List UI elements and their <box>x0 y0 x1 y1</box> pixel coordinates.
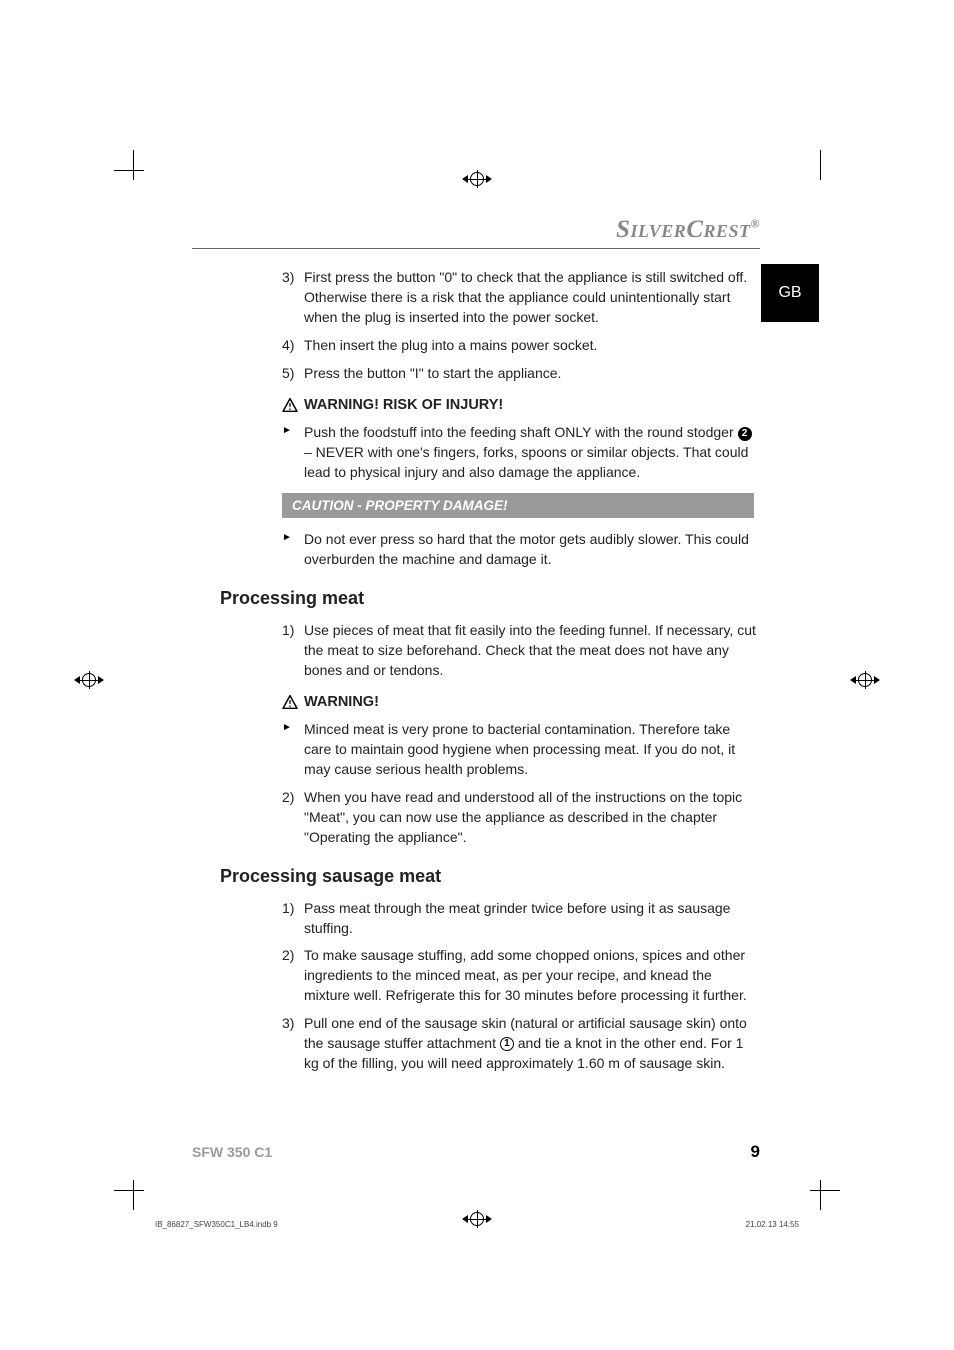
warning-list: Push the foodstuff into the feeding shaf… <box>282 423 758 483</box>
brand-logo: SilverCrest® <box>616 216 760 244</box>
warning-triangle-icon <box>282 398 298 412</box>
instruction-list: 1)Use pieces of meat that fit easily int… <box>282 621 758 681</box>
list-item: Push the foodstuff into the feeding shaf… <box>282 423 758 483</box>
list-item: 2)To make sausage stuffing, add some cho… <box>282 946 758 1006</box>
language-tab-label: GB <box>778 284 801 302</box>
crop-mark <box>114 170 144 171</box>
page: SilverCrest® GB 3)First press the button… <box>0 0 954 1350</box>
crop-mark <box>810 1190 840 1191</box>
section-heading: Processing sausage meat <box>220 866 758 887</box>
warning-heading: WARNING! RISK OF INJURY! <box>282 397 758 413</box>
crop-mark <box>133 150 134 180</box>
list-item: 5)Press the button "I" to start the appl… <box>282 364 758 384</box>
circled-number-icon: 2 <box>738 427 752 441</box>
registration-mark-icon <box>856 671 874 689</box>
list-item: 4)Then insert the plug into a mains powe… <box>282 336 758 356</box>
caution-bar-text: CAUTION - PROPERTY DAMAGE! <box>292 498 508 513</box>
list-item: 3)Pull one end of the sausage skin (natu… <box>282 1014 758 1074</box>
list-item: 1)Use pieces of meat that fit easily int… <box>282 621 758 681</box>
list-item: 2)When you have read and understood all … <box>282 788 758 848</box>
list-item: Do not ever press so hard that the motor… <box>282 530 758 570</box>
imprint-filename: IB_86827_SFW350C1_LB4.indb 9 <box>155 1220 278 1229</box>
list-item: 3)First press the button "0" to check th… <box>282 268 758 328</box>
circled-number-icon: 1 <box>500 1037 514 1051</box>
footer-model: SFW 350 C1 <box>192 1144 272 1160</box>
crop-mark <box>114 1190 144 1191</box>
warning-heading-text: WARNING! <box>304 694 379 710</box>
warning-heading: WARNING! <box>282 694 758 710</box>
instruction-list: 3)First press the button "0" to check th… <box>282 268 758 383</box>
warning-triangle-icon <box>282 695 298 709</box>
imprint-datetime: 21.02.13 14:55 <box>746 1220 799 1229</box>
warning-list: Minced meat is very prone to bacterial c… <box>282 720 758 780</box>
list-item: 1)Pass meat through the meat grinder twi… <box>282 899 758 939</box>
list-item: Minced meat is very prone to bacterial c… <box>282 720 758 780</box>
brand-registered: ® <box>751 217 760 231</box>
registration-mark-icon <box>468 1210 486 1228</box>
footer-page-number: 9 <box>751 1142 760 1162</box>
section-heading: Processing meat <box>220 588 758 609</box>
crop-mark <box>820 150 821 180</box>
page-content: 3)First press the button "0" to check th… <box>220 268 758 1082</box>
registration-mark-icon <box>80 671 98 689</box>
crop-mark <box>820 1180 821 1210</box>
header-divider <box>192 248 760 249</box>
instruction-list: 1)Pass meat through the meat grinder twi… <box>282 899 758 1074</box>
crop-mark <box>133 1180 134 1210</box>
warning-heading-text: WARNING! RISK OF INJURY! <box>304 397 503 413</box>
caution-bar: CAUTION - PROPERTY DAMAGE! <box>282 493 754 518</box>
registration-mark-icon <box>468 170 486 188</box>
language-tab: GB <box>761 264 819 322</box>
instruction-list: 2)When you have read and understood all … <box>282 788 758 848</box>
caution-list: Do not ever press so hard that the motor… <box>282 530 758 570</box>
